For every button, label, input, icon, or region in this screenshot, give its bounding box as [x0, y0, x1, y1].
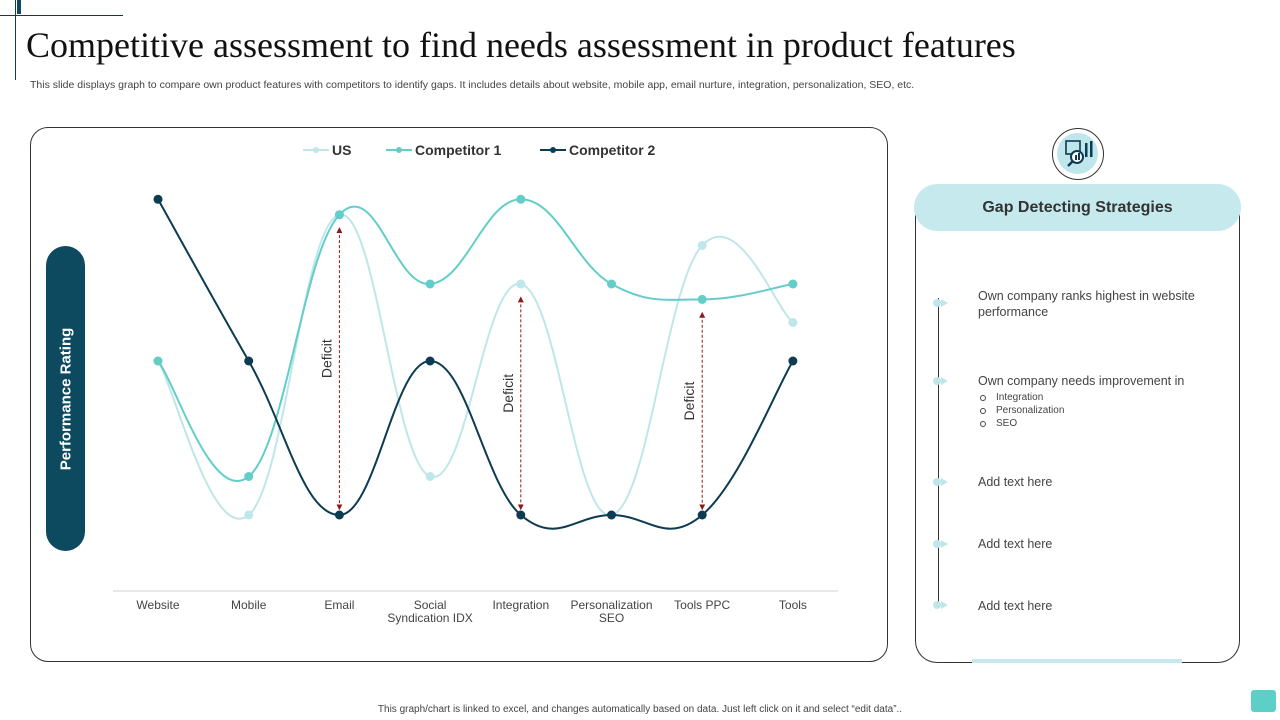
x-tick-label: Mobile — [231, 598, 267, 612]
deficit-label: Deficit — [681, 381, 697, 420]
data-point-competitor-1[interactable] — [607, 279, 616, 289]
data-point-competitor-1[interactable] — [425, 279, 435, 289]
strategy-item-1: Own company ranks highest in website per… — [978, 288, 1218, 320]
gap-icon-circle — [1052, 128, 1104, 180]
data-point-competitor-2[interactable] — [425, 356, 435, 366]
data-point-competitor-2[interactable] — [697, 510, 707, 520]
legend-marker — [550, 147, 556, 153]
corner-square-decoration — [1251, 690, 1276, 712]
strategy-item-5: Add text here — [978, 598, 1218, 614]
bullet-marker-icon — [933, 600, 955, 610]
deficit-label: Deficit — [318, 339, 334, 378]
sub-item: SEO — [978, 417, 1218, 430]
y-axis-label-pill: Performance Rating — [46, 246, 85, 551]
legend-marker — [396, 147, 402, 153]
chart-annotations: Deficit Deficit Deficit — [318, 227, 706, 511]
strategy-text: Own company needs improvement in — [978, 374, 1185, 388]
strategy-item-4: Add text here — [978, 536, 1218, 552]
page-title: Competitive assessment to find needs ass… — [26, 25, 1016, 65]
x-tick-label: Tools PPC — [674, 598, 730, 612]
data-point-competitor-2[interactable] — [153, 194, 163, 204]
legend-label[interactable]: Competitor 2 — [569, 142, 656, 158]
series-line-competitor-2 — [157, 198, 794, 530]
strategy-item-2: Own company needs improvement in Integra… — [978, 373, 1218, 430]
x-tick-label: Personalization SEO — [570, 598, 652, 625]
legend-label[interactable]: US — [332, 142, 351, 158]
data-point-us[interactable] — [697, 241, 707, 250]
strategies-panel — [915, 208, 1240, 663]
data-point-competitor-1[interactable] — [516, 194, 526, 204]
bullet-marker-icon — [933, 376, 955, 386]
corner-line-horizontal — [0, 15, 123, 16]
series-line-us — [157, 213, 794, 520]
data-point-competitor-1[interactable] — [153, 356, 163, 366]
series-line-competitor-1 — [157, 198, 794, 482]
chart-frame[interactable] — [30, 127, 888, 662]
deficit-label: Deficit — [500, 374, 516, 413]
data-point-competitor-2[interactable] — [244, 356, 254, 366]
data-point-competitor-2[interactable] — [607, 510, 616, 520]
bullet-marker-icon — [933, 298, 955, 308]
x-tick-label: Integration — [492, 598, 549, 612]
legend-marker — [313, 147, 319, 153]
data-point-competitor-2[interactable] — [516, 510, 526, 520]
data-point-competitor-2[interactable] — [788, 356, 798, 366]
strategy-item-3: Add text here — [978, 474, 1218, 490]
x-axis: Website Mobile Email Social Syndication IDX I… — [113, 590, 838, 625]
x-tick-label: Website — [136, 598, 179, 612]
corner-line-vertical — [15, 0, 16, 80]
strategy-text: Own company ranks highest in website per… — [978, 289, 1195, 319]
data-point-competitor-1[interactable] — [788, 279, 798, 289]
strategy-text: Add text here — [978, 475, 1053, 489]
x-tick-label: Email — [324, 598, 354, 612]
sub-item: Integration — [978, 391, 1218, 404]
panel-bottom-accent — [972, 659, 1182, 663]
data-point-us[interactable] — [516, 279, 526, 289]
data-point-competitor-1[interactable] — [334, 210, 344, 220]
chart-legend: US Competitor 1 Competitor 2 — [303, 142, 656, 158]
data-point-competitor-1[interactable] — [697, 294, 707, 304]
page-subtitle: This slide displays graph to compare own… — [30, 79, 915, 91]
bullet-marker-icon — [933, 539, 955, 549]
strategies-timeline — [938, 298, 939, 608]
x-tick-label: Tools — [779, 598, 807, 612]
strategies-header: Gap Detecting Strategies — [914, 184, 1241, 231]
strategy-text: Add text here — [978, 537, 1053, 551]
legend-label[interactable]: Competitor 1 — [415, 142, 502, 158]
chart-series — [153, 194, 798, 530]
footer-note: This graph/chart is linked to excel, and… — [377, 704, 903, 715]
sub-item: Personalization — [978, 404, 1218, 417]
data-point-competitor-1[interactable] — [244, 472, 254, 481]
magnifier-chart-icon — [1057, 133, 1098, 174]
strategy-sub-list: Integration Personalization SEO — [978, 391, 1218, 430]
corner-accent — [17, 0, 21, 14]
bullet-marker-icon — [933, 477, 955, 487]
data-point-us[interactable] — [244, 510, 254, 520]
x-tick-label: Social Syndication IDX — [387, 598, 472, 625]
data-point-competitor-2[interactable] — [334, 510, 344, 520]
data-point-us[interactable] — [788, 318, 798, 327]
data-point-us[interactable] — [425, 472, 435, 481]
strategy-text: Add text here — [978, 599, 1053, 613]
